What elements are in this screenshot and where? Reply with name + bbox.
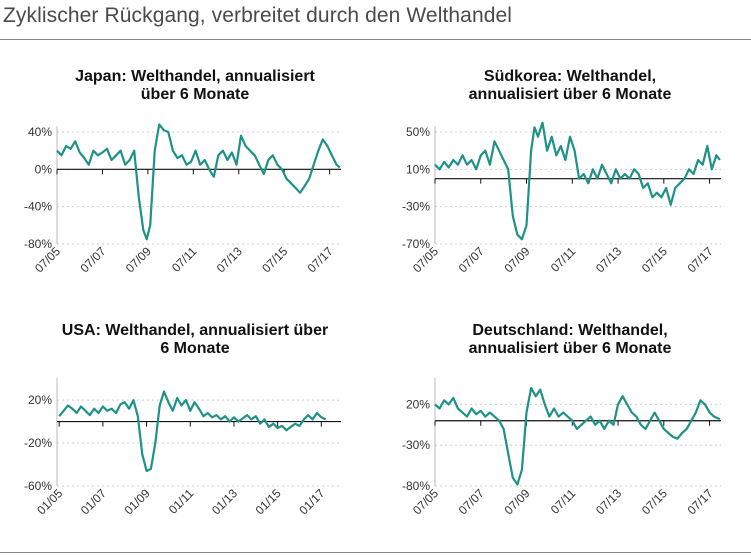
- x-tick-label: 07/17: [685, 486, 716, 517]
- y-tick-label: -80%: [402, 479, 430, 493]
- chart-title: Südkorea: Welthandel, annualisiert über …: [395, 68, 745, 104]
- y-tick-label: -20%: [24, 436, 52, 450]
- chart-title-line2: 6 Monate: [160, 340, 230, 357]
- chart-title-line1: Japan: Welthandel, annualisiert: [75, 68, 315, 85]
- y-tick-label: 20%: [28, 393, 52, 407]
- x-tick-label: 07/17: [685, 244, 716, 275]
- x-tick-label: 01/13: [209, 486, 240, 517]
- x-tick-label: 07/09: [123, 244, 154, 275]
- x-tick-label: 07/15: [639, 486, 670, 517]
- x-tick-label: 07/11: [169, 244, 200, 275]
- series-line: [434, 387, 721, 486]
- chart-title-line1: Südkorea: Welthandel,: [483, 68, 657, 85]
- page-title: Zyklischer Rückgang, verbreitet durch de…: [3, 4, 513, 27]
- y-tick-label: -80%: [24, 237, 52, 251]
- x-tick-label: 01/09: [122, 486, 153, 517]
- chart-title: Japan: Welthandel, annualisiert über 6 M…: [20, 68, 370, 104]
- footer-divider: [0, 552, 751, 553]
- chart-usa: 20%-20%-60%01/05 01/07 01/09 01/11 01/13 01/1…: [24, 378, 341, 517]
- y-tick-label: -30%: [402, 438, 430, 452]
- x-tick-label: 07/17: [305, 244, 336, 275]
- x-tick-label: 07/13: [593, 244, 624, 275]
- x-tick-label: 01/15: [253, 486, 284, 517]
- chart-deutschland: 20%-30%-80%07/05 07/07 07/09 07/11 07/13 07/1…: [402, 378, 721, 517]
- x-tick-label: 01/11: [166, 486, 197, 517]
- x-tick-label: 07/09: [502, 486, 533, 517]
- header-divider: [0, 39, 751, 40]
- x-tick-label: 07/13: [214, 244, 245, 275]
- chart-japan: 40%0%-40%-80%07/05 07/07 07/09 07/11 07/13 07…: [24, 123, 341, 275]
- y-tick-label: -40%: [24, 200, 52, 214]
- y-tick-label: 10%: [406, 162, 430, 176]
- y-tick-label: 20%: [406, 397, 430, 411]
- y-tick-label: 0%: [35, 162, 53, 176]
- chart-title-line2: über 6 Monate: [140, 86, 250, 103]
- series-line: [58, 390, 327, 473]
- chart-title-line1: Deutschland: Welthandel,: [472, 322, 668, 339]
- chart-suedkorea: 50%10%-30%-70%07/05 07/07 07/09 07/11 07/13 0…: [402, 121, 721, 275]
- y-tick-label: 50%: [406, 125, 430, 139]
- x-tick-label: 07/15: [639, 244, 670, 275]
- series-line: [434, 121, 721, 241]
- chart-title-line2: annualisiert über 6 Monate: [468, 86, 672, 103]
- x-tick-label: 01/17: [296, 486, 327, 517]
- x-tick-label: 07/07: [77, 244, 108, 275]
- x-tick-label: 07/07: [456, 486, 487, 517]
- x-tick-label: 07/07: [456, 244, 487, 275]
- x-tick-label: 07/11: [548, 244, 579, 275]
- y-tick-label: 40%: [28, 125, 52, 139]
- y-tick-label: -70%: [402, 237, 430, 251]
- y-tick-label: -60%: [24, 479, 52, 493]
- chart-title-line2: annualisiert über 6 Monate: [468, 340, 672, 357]
- chart-title: USA: Welthandel, annualisiert über 6 Mon…: [20, 322, 370, 358]
- x-tick-label: 07/13: [593, 486, 624, 517]
- series-line: [56, 123, 341, 241]
- x-tick-label: 01/07: [78, 486, 109, 517]
- chart-title: Deutschland: Welthandel, annualisiert üb…: [395, 322, 745, 358]
- y-tick-label: -30%: [402, 200, 430, 214]
- x-tick-label: 07/15: [259, 244, 290, 275]
- x-tick-label: 07/11: [548, 486, 579, 517]
- x-tick-label: 07/09: [502, 244, 533, 275]
- chart-title-line1: USA: Welthandel, annualisiert über: [61, 322, 329, 339]
